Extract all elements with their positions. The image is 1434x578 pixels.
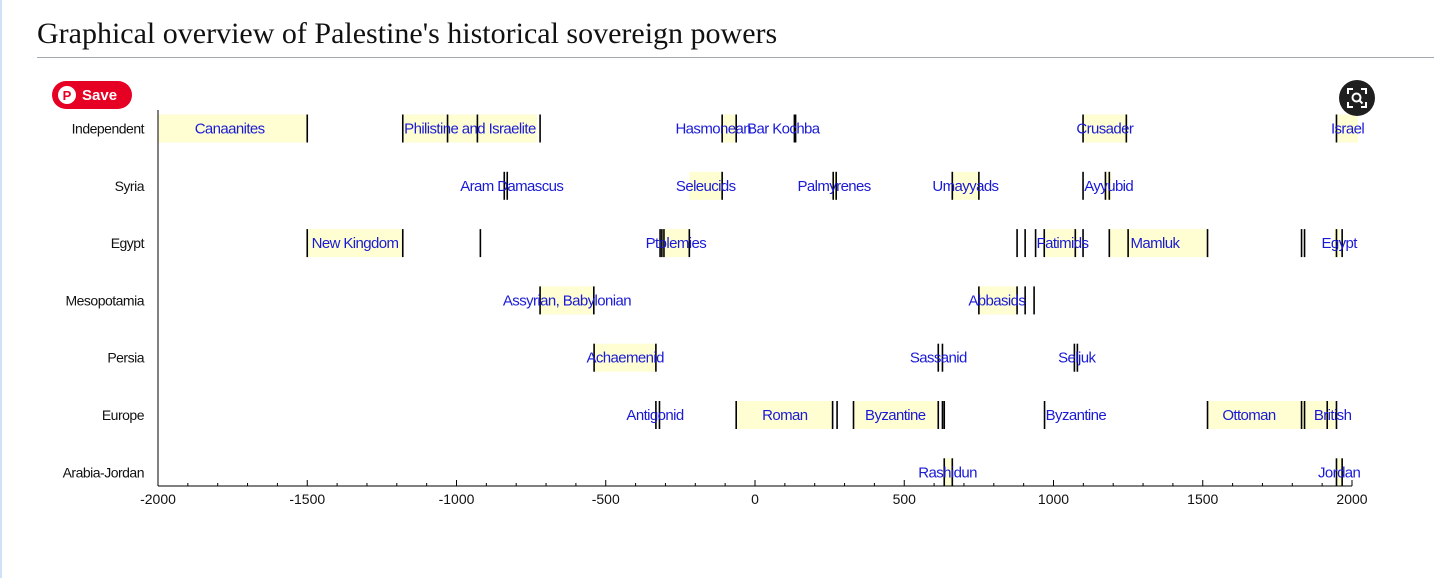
period-label-5-2: Byzantine bbox=[865, 407, 926, 424]
band-0-1 bbox=[402, 114, 538, 143]
period-label-5-3: Byzantine bbox=[1046, 407, 1107, 424]
row-label-4: Persia bbox=[107, 350, 144, 366]
period-label-5-4: Ottoman bbox=[1222, 407, 1276, 424]
period-label-4-0: Achaemenid bbox=[586, 350, 664, 367]
period-label-4-2: Seljuk bbox=[1058, 350, 1096, 367]
pinterest-save-button[interactable]: P Save bbox=[52, 81, 132, 109]
band-6-0 bbox=[944, 458, 953, 487]
band-0-3 bbox=[1083, 114, 1129, 143]
period-label-1-3: Umayyads bbox=[932, 178, 998, 195]
x-tick-label-3: -500 bbox=[592, 491, 620, 507]
period-label-1-1: Seleucids bbox=[676, 178, 736, 195]
period-label-0-3: Bar Kochba bbox=[747, 121, 821, 138]
x-tick-label-2: -1000 bbox=[439, 491, 475, 507]
row-label-5: Europe bbox=[102, 407, 145, 423]
period-label-1-0: Aram Damascus bbox=[460, 178, 563, 195]
band-2-0 bbox=[307, 229, 403, 258]
band-4-0 bbox=[593, 343, 657, 372]
x-tick-label-1: -1500 bbox=[289, 491, 325, 507]
row-label-3: Mesopotamia bbox=[65, 292, 144, 308]
title-divider bbox=[37, 57, 1434, 58]
visual-search-icon bbox=[1347, 88, 1367, 108]
page-title: Graphical overview of Palestine's histor… bbox=[37, 17, 778, 50]
band-1-3 bbox=[1105, 171, 1112, 200]
period-label-2-2: Fatimids bbox=[1037, 235, 1089, 252]
x-tick-label-4: 0 bbox=[751, 491, 759, 507]
band-3-0 bbox=[540, 286, 594, 315]
band-2-2 bbox=[1044, 229, 1078, 258]
pinterest-icon: P bbox=[58, 86, 76, 104]
band-1-0 bbox=[689, 171, 723, 200]
period-label-5-0: Antigonid bbox=[626, 407, 683, 424]
band-0-0 bbox=[158, 114, 308, 143]
period-label-3-1: Abbasids bbox=[968, 292, 1025, 309]
period-label-3-0: Assyrian, Babylonian bbox=[503, 292, 631, 309]
period-label-2-3: Mamluk bbox=[1131, 235, 1181, 252]
x-tick-label-7: 1500 bbox=[1187, 491, 1218, 507]
period-label-4-1: Sassanid bbox=[910, 350, 967, 367]
period-label-5-1: Roman bbox=[762, 407, 808, 424]
band-1-1 bbox=[832, 171, 838, 200]
band-5-1 bbox=[853, 401, 939, 429]
timeline-chart: Canaanites Philistine and Israelite Hasmon… bbox=[63, 110, 1368, 507]
x-tick-label-6: 1000 bbox=[1038, 491, 1069, 507]
period-label-0-0: Canaanites bbox=[195, 121, 265, 138]
period-label-2-1: Ptolemies bbox=[646, 235, 707, 252]
band-6-1 bbox=[1336, 458, 1343, 487]
row-label-1: Syria bbox=[115, 178, 145, 194]
band-0-4 bbox=[1336, 114, 1358, 143]
period-label-0-1: Philistine and Israelite bbox=[404, 121, 536, 138]
band-3-1 bbox=[978, 286, 1018, 315]
visual-search-button[interactable] bbox=[1339, 80, 1375, 116]
row-label-0: Independent bbox=[72, 121, 145, 137]
period-label-5-5: British bbox=[1314, 407, 1352, 424]
row-label-6: Arabia-Jordan bbox=[63, 464, 144, 480]
save-label: Save bbox=[82, 86, 118, 104]
period-label-6-0: Rashidun bbox=[918, 464, 977, 481]
period-label-2-4: Egypt bbox=[1321, 235, 1358, 252]
period-label-1-4: Ayyubid bbox=[1084, 178, 1133, 195]
left-border bbox=[0, 0, 2, 578]
band-2-1 bbox=[662, 229, 690, 258]
band-2-4 bbox=[1128, 229, 1208, 258]
period-label-0-5: Israel bbox=[1331, 121, 1364, 138]
x-tick-label-5: 500 bbox=[893, 491, 917, 507]
period-label-2-0: New Kingdom bbox=[312, 235, 399, 252]
period-label-0-2: Hasmonean bbox=[675, 121, 751, 138]
band-5-2 bbox=[1207, 401, 1328, 429]
band-5-0 bbox=[736, 401, 833, 429]
x-tick-label-8: 2000 bbox=[1336, 491, 1367, 507]
period-label-6-1: Jordan bbox=[1318, 464, 1361, 481]
band-0-2 bbox=[722, 114, 738, 143]
row-label-2: Egypt bbox=[111, 235, 145, 251]
period-label-1-2: Palmyrenes bbox=[798, 178, 871, 195]
band-2-3 bbox=[1109, 229, 1129, 258]
band-5-3 bbox=[1327, 401, 1337, 429]
period-label-0-4: Crusader bbox=[1076, 121, 1133, 138]
band-1-2 bbox=[952, 171, 979, 200]
x-tick-label-0: -2000 bbox=[140, 491, 176, 507]
